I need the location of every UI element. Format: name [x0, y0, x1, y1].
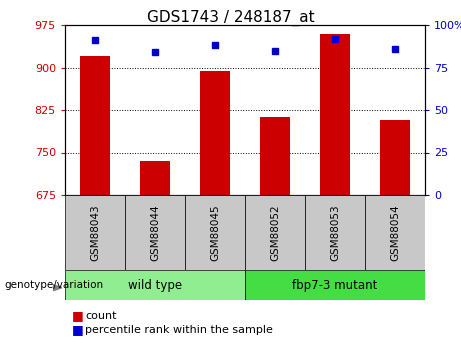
- Bar: [125, 195, 185, 270]
- Bar: [305, 195, 365, 270]
- Bar: [260, 117, 290, 195]
- Bar: [140, 161, 170, 195]
- Bar: [380, 120, 410, 195]
- Bar: [65, 195, 125, 270]
- Text: GDS1743 / 248187_at: GDS1743 / 248187_at: [147, 10, 314, 26]
- Text: GSM88053: GSM88053: [330, 204, 340, 261]
- Polygon shape: [53, 285, 62, 291]
- Bar: [200, 71, 230, 195]
- Text: ■: ■: [71, 309, 83, 323]
- Bar: [185, 195, 245, 270]
- Bar: [65, 270, 245, 300]
- Text: wild type: wild type: [128, 278, 182, 292]
- Text: GSM88044: GSM88044: [150, 204, 160, 261]
- Text: fbp7-3 mutant: fbp7-3 mutant: [292, 278, 378, 292]
- Text: GSM88052: GSM88052: [270, 204, 280, 261]
- Text: GSM88054: GSM88054: [390, 204, 400, 261]
- Text: percentile rank within the sample: percentile rank within the sample: [85, 325, 273, 335]
- Text: genotype/variation: genotype/variation: [5, 280, 104, 290]
- Text: GSM88045: GSM88045: [210, 204, 220, 261]
- Text: count: count: [85, 311, 117, 321]
- Bar: [365, 195, 425, 270]
- Text: ■: ■: [71, 324, 83, 336]
- Bar: [320, 33, 350, 195]
- Bar: [80, 56, 110, 195]
- Bar: [245, 270, 425, 300]
- Bar: [245, 195, 305, 270]
- Text: GSM88043: GSM88043: [90, 204, 100, 261]
